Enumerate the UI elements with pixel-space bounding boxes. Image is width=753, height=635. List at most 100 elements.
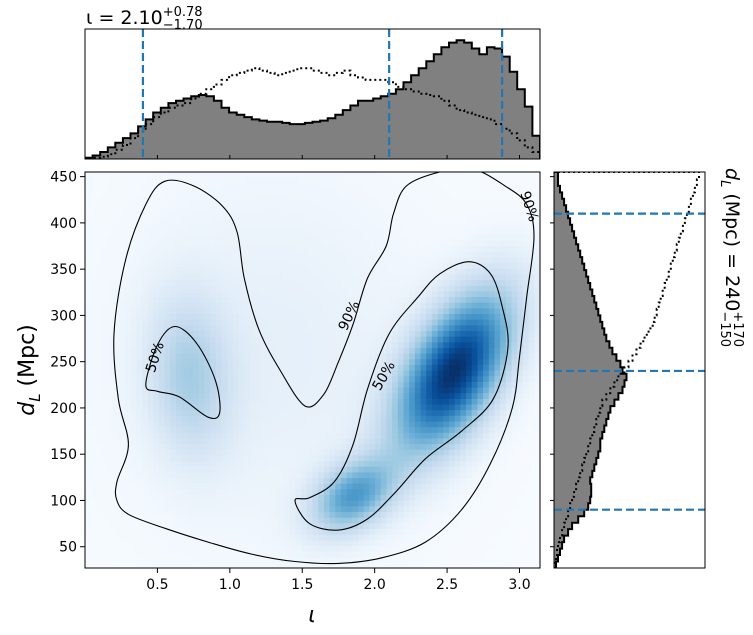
density-cell	[289, 268, 297, 275]
density-cell	[204, 460, 211, 467]
density-cell	[164, 551, 171, 558]
density-cell	[158, 228, 166, 235]
density-cell	[483, 279, 490, 286]
density-cell	[318, 211, 325, 218]
density-cell	[397, 386, 405, 394]
density-cell	[255, 494, 262, 501]
density-cell	[153, 279, 160, 286]
density-cell	[124, 347, 132, 354]
density-cell	[90, 449, 97, 456]
density-cell	[204, 375, 211, 382]
density-cell	[449, 426, 456, 433]
density-cell	[227, 488, 234, 496]
density-cell	[380, 505, 388, 513]
density-cell	[369, 251, 376, 258]
density-cell	[153, 392, 160, 399]
density-cell	[363, 296, 370, 303]
density-cell	[318, 415, 325, 422]
density-cell	[386, 245, 393, 252]
density-cell	[397, 194, 405, 201]
density-cell	[136, 234, 143, 241]
density-cell	[466, 534, 473, 541]
density-cell	[386, 336, 393, 343]
density-cell	[363, 341, 370, 348]
density-cell	[403, 290, 410, 298]
density-cell	[204, 494, 211, 501]
density-cell	[312, 358, 319, 365]
density-cell	[329, 500, 336, 507]
density-cell	[215, 426, 223, 433]
density-cell	[232, 454, 240, 462]
density-cell	[147, 415, 154, 422]
density-cell	[221, 228, 228, 235]
density-cell	[90, 330, 97, 337]
density-cell	[96, 341, 103, 348]
density-cell	[272, 375, 279, 382]
density-cell	[198, 183, 206, 190]
density-cell	[380, 437, 388, 445]
density-cell	[193, 534, 200, 541]
density-cell	[295, 539, 302, 546]
density-cell	[420, 364, 427, 371]
density-cell	[221, 403, 228, 411]
density-cell	[443, 483, 450, 490]
density-cell	[306, 375, 314, 382]
density-cell	[409, 551, 416, 558]
density-cell	[466, 375, 473, 382]
density-cell	[386, 483, 393, 490]
density-cell	[124, 341, 132, 348]
density-cell	[232, 466, 240, 473]
density-cell	[466, 528, 473, 535]
density-cell	[249, 415, 257, 422]
density-cell	[113, 511, 120, 518]
density-cell	[153, 358, 160, 365]
density-cell	[431, 239, 439, 247]
density-cell	[397, 375, 405, 382]
density-cell	[454, 307, 461, 315]
top-shaded-histogram	[85, 40, 540, 159]
density-cell	[221, 517, 228, 524]
density-cell	[124, 398, 132, 405]
density-cell	[96, 353, 103, 360]
density-cell	[460, 375, 467, 382]
density-cell	[124, 392, 132, 399]
density-cell	[204, 307, 211, 315]
density-cell	[397, 285, 405, 292]
density-cell	[272, 251, 279, 258]
density-cell	[221, 364, 228, 371]
density-cell	[204, 217, 211, 224]
density-cell	[289, 420, 297, 428]
density-cell	[136, 341, 143, 348]
density-cell	[272, 370, 279, 377]
density-cell	[238, 296, 245, 303]
density-cell	[215, 522, 223, 529]
density-cell	[221, 353, 228, 360]
density-cell	[397, 324, 405, 331]
density-cell	[130, 319, 137, 326]
density-cell	[397, 364, 405, 371]
density-cell	[335, 268, 342, 275]
density-cell	[153, 239, 160, 247]
density-cell	[375, 415, 382, 422]
density-cell	[340, 539, 348, 546]
density-cell	[261, 307, 268, 315]
density-cell	[454, 460, 461, 467]
density-cell	[318, 381, 325, 388]
density-cell	[449, 528, 456, 535]
density-cell	[249, 466, 257, 473]
density-cell	[431, 449, 439, 456]
density-cell	[301, 420, 308, 428]
density-cell	[437, 432, 444, 439]
density-cell	[403, 307, 410, 315]
density-cell	[210, 290, 217, 298]
density-cell	[397, 528, 405, 535]
density-cell	[85, 392, 92, 399]
density-cell	[204, 256, 211, 264]
density-cell	[261, 556, 268, 563]
density-cell	[460, 534, 467, 541]
density-cell	[130, 426, 137, 433]
density-cell	[397, 239, 405, 247]
density-cell	[204, 556, 211, 563]
density-cell	[96, 364, 103, 371]
density-cell	[301, 290, 308, 298]
